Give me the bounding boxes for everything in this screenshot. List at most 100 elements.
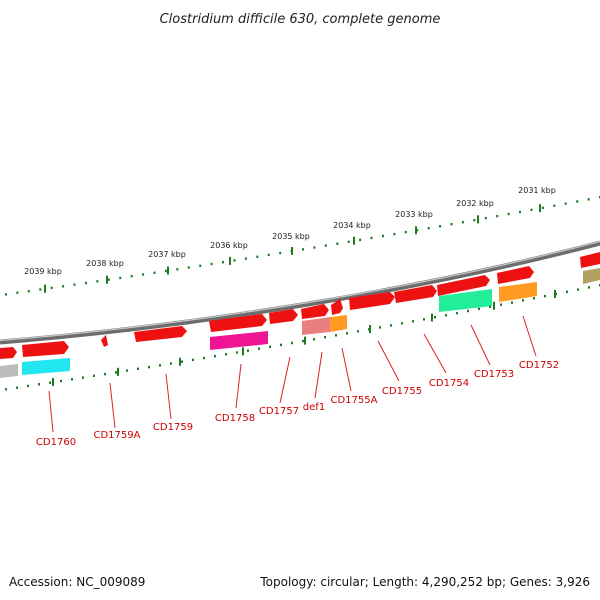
scale-dot bbox=[500, 303, 502, 306]
gene-arrow[interactable] bbox=[497, 266, 534, 284]
scale-dot bbox=[416, 229, 419, 232]
gene-arrow[interactable] bbox=[209, 314, 267, 332]
scale-major-tick bbox=[554, 290, 556, 298]
scale-dot bbox=[104, 372, 106, 376]
scale-major-tick bbox=[304, 336, 306, 345]
cog-box[interactable] bbox=[330, 315, 347, 332]
kbp-label-2035: 2035 kbp bbox=[272, 232, 310, 241]
cog-box[interactable] bbox=[210, 331, 268, 350]
cog-box[interactable] bbox=[0, 364, 18, 378]
scale-major-tick bbox=[117, 367, 119, 376]
scale-dot bbox=[126, 369, 128, 372]
gene-arrow[interactable] bbox=[349, 292, 395, 310]
scale-dot bbox=[49, 381, 51, 384]
scale-dot bbox=[467, 309, 469, 313]
scale-dot bbox=[496, 214, 499, 218]
gene-label[interactable]: CD1759A bbox=[94, 430, 141, 441]
scale-dot bbox=[38, 383, 40, 386]
scale-dot bbox=[484, 216, 487, 220]
scale-dot bbox=[347, 240, 350, 243]
gene-arrow[interactable] bbox=[580, 252, 600, 268]
scale-dot bbox=[370, 236, 373, 240]
scale-dot bbox=[142, 273, 145, 276]
scale-dot bbox=[137, 367, 139, 370]
scale-major-tick bbox=[242, 347, 244, 356]
scale-dot bbox=[187, 266, 190, 269]
scale-dot bbox=[401, 322, 403, 325]
scale-dot bbox=[62, 285, 65, 288]
cog-category-boxes bbox=[0, 268, 600, 378]
gene-label[interactable]: CD1753 bbox=[474, 369, 514, 380]
scale-dot bbox=[5, 388, 7, 391]
scale-dot bbox=[148, 365, 150, 369]
scale-dot bbox=[335, 334, 337, 337]
gene-arrow[interactable] bbox=[394, 285, 437, 303]
scale-dot bbox=[16, 291, 19, 294]
scale-dot bbox=[324, 336, 326, 339]
gene-arrow[interactable] bbox=[0, 347, 17, 359]
scale-dot bbox=[577, 288, 579, 291]
gene-labels: CD1760 CD1759A CD1759 CD1758 CD1757 def1… bbox=[36, 360, 559, 448]
gene-label[interactable]: CD1755A bbox=[331, 395, 378, 406]
cog-box[interactable] bbox=[499, 282, 537, 302]
gene-arrow[interactable] bbox=[437, 275, 490, 296]
genome-summary-text: Topology: circular; Length: 4,290,252 bp… bbox=[259, 575, 590, 589]
gene-label[interactable]: CD1754 bbox=[429, 378, 469, 389]
gene-label[interactable]: def1 bbox=[303, 402, 325, 413]
scale-dot bbox=[382, 234, 384, 238]
leader-line bbox=[470, 324, 491, 366]
gene-arrow[interactable] bbox=[22, 341, 69, 357]
scale-major-tick bbox=[369, 325, 371, 333]
gene-arrow[interactable] bbox=[134, 326, 187, 342]
scale-dot bbox=[336, 242, 339, 245]
scale-dot bbox=[199, 264, 202, 267]
scale-dot bbox=[553, 204, 556, 207]
scale-dot bbox=[82, 376, 84, 379]
gene-label[interactable]: CD1760 bbox=[36, 437, 76, 448]
gene-arrow[interactable] bbox=[301, 304, 329, 319]
scale-dot bbox=[576, 200, 579, 203]
scale-major-tick bbox=[353, 236, 355, 245]
scale-dot bbox=[5, 293, 7, 296]
leader-line bbox=[341, 347, 352, 392]
gene-arrow[interactable] bbox=[101, 335, 108, 347]
leader-line bbox=[109, 382, 116, 429]
scale-dot bbox=[393, 232, 396, 236]
scale-dot bbox=[478, 307, 480, 311]
cog-box[interactable] bbox=[439, 289, 492, 312]
gene-label[interactable]: CD1759 bbox=[153, 422, 193, 433]
gene-label[interactable]: CD1752 bbox=[519, 360, 559, 371]
scale-dot bbox=[159, 364, 161, 367]
cog-box[interactable] bbox=[22, 358, 70, 375]
scale-dot bbox=[71, 378, 73, 381]
scale-dot bbox=[73, 283, 76, 286]
scale-dot bbox=[324, 244, 327, 247]
gene-label[interactable]: CD1755 bbox=[382, 386, 422, 397]
scale-dot bbox=[427, 227, 430, 230]
scale-dot bbox=[390, 324, 392, 327]
scale-dot bbox=[450, 223, 453, 226]
scale-major-tick bbox=[493, 301, 495, 310]
leader-line bbox=[423, 333, 447, 374]
scale-dot bbox=[522, 299, 524, 302]
scale-dot bbox=[302, 248, 304, 251]
scale-dot bbox=[39, 288, 42, 291]
cog-box[interactable] bbox=[583, 268, 600, 284]
gene-label[interactable]: CD1758 bbox=[215, 413, 255, 424]
gene-arrow[interactable] bbox=[269, 309, 298, 324]
scale-dot bbox=[511, 301, 513, 304]
kbp-labels: 2039 kbp 2038 kbp 2037 kbp 2036 kbp 2035… bbox=[24, 186, 556, 276]
scale-dot bbox=[587, 198, 590, 201]
gene-label[interactable]: CD1757 bbox=[259, 406, 299, 417]
leader-line bbox=[235, 363, 242, 409]
scale-dot bbox=[412, 320, 414, 323]
gene-arrow[interactable] bbox=[331, 299, 343, 315]
scale-dot bbox=[181, 360, 183, 363]
page-title: Clostridium difficile 630, complete geno… bbox=[160, 12, 441, 27]
scale-dot bbox=[247, 349, 249, 352]
scale-dot bbox=[236, 351, 238, 354]
scale-dot bbox=[170, 362, 172, 365]
cog-box[interactable] bbox=[302, 317, 330, 335]
scale-dot bbox=[280, 343, 282, 347]
scale-dot bbox=[119, 276, 122, 280]
